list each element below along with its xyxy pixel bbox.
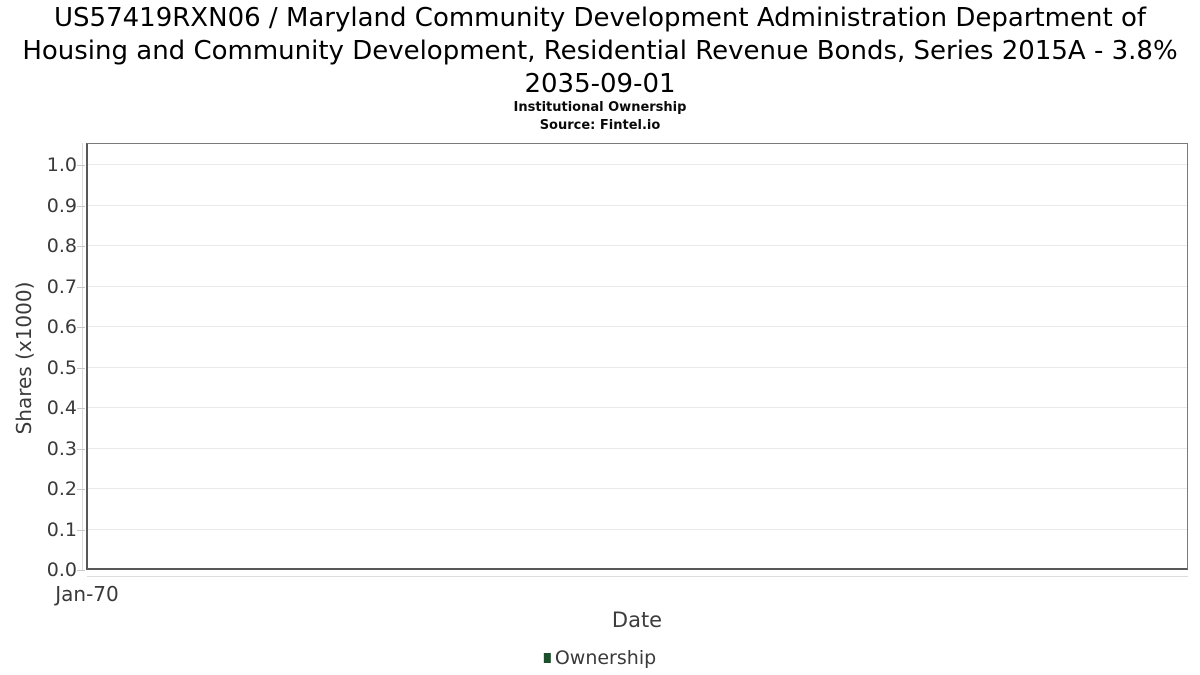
x-axis-offset-line: [87, 576, 1188, 577]
y-tick-mark-0.5: [77, 367, 85, 369]
y-tick-mark-1.0: [77, 165, 85, 166]
y-tick-label-0.8: 0.8: [46, 235, 77, 257]
y-tick-label-0.0: 0.0: [46, 559, 77, 581]
y-axis-offset-line: [82, 143, 83, 571]
x-axis-label: Date: [611, 608, 663, 632]
chart-title: US57419RXN06 / Maryland Community Develo…: [22, 3, 1178, 99]
gridline-y-0.8: [88, 245, 1187, 246]
y-axis-label: Shares (x1000): [12, 281, 36, 435]
gridline-y-0.1: [88, 528, 1187, 530]
plot-area: [86, 143, 1188, 570]
legend-label: Ownership: [554, 647, 657, 669]
y-tick-mark-0.0: [77, 570, 85, 571]
gridline-y-0.6: [88, 326, 1187, 327]
y-tick-mark-0.9: [77, 205, 85, 207]
x-tick-label: Jan-70: [55, 582, 119, 606]
y-tick-mark-0.3: [77, 448, 85, 450]
y-tick-label-0.1: 0.1: [46, 518, 77, 541]
y-tick-label-0.7: 0.7: [46, 275, 77, 298]
y-tick-mark-0.2: [77, 489, 85, 490]
y-tick-label-0.4: 0.4: [46, 397, 77, 419]
chart-subtitle: Institutional Ownership: [513, 100, 687, 115]
gridline-y-1.0: [88, 164, 1187, 165]
y-tick-label-0.6: 0.6: [46, 316, 77, 338]
y-tick-label-0.5: 0.5: [46, 356, 77, 379]
y-tick-label-0.2: 0.2: [46, 478, 77, 500]
gridline-y-0.4: [88, 407, 1187, 408]
y-tick-mark-0.8: [77, 246, 85, 247]
legend-marker-square-icon: [543, 653, 551, 663]
gridline-y-0.9: [88, 204, 1187, 206]
gridline-y-0.7: [88, 285, 1187, 287]
y-tick-label-0.9: 0.9: [46, 194, 77, 217]
y-tick-mark-0.1: [77, 529, 85, 531]
legend: Ownership: [543, 647, 657, 669]
y-tick-label-1.0: 1.0: [46, 154, 77, 176]
chart-source: Source: Fintel.io: [539, 118, 661, 133]
y-tick-mark-0.7: [77, 286, 85, 288]
y-tick-mark-0.4: [77, 408, 85, 409]
y-tick-mark-0.6: [77, 327, 85, 328]
gridline-y-0.5: [88, 366, 1187, 368]
gridline-y-0.2: [88, 488, 1187, 489]
y-tick-label-0.3: 0.3: [46, 437, 77, 460]
gridline-y-0.3: [88, 447, 1187, 449]
